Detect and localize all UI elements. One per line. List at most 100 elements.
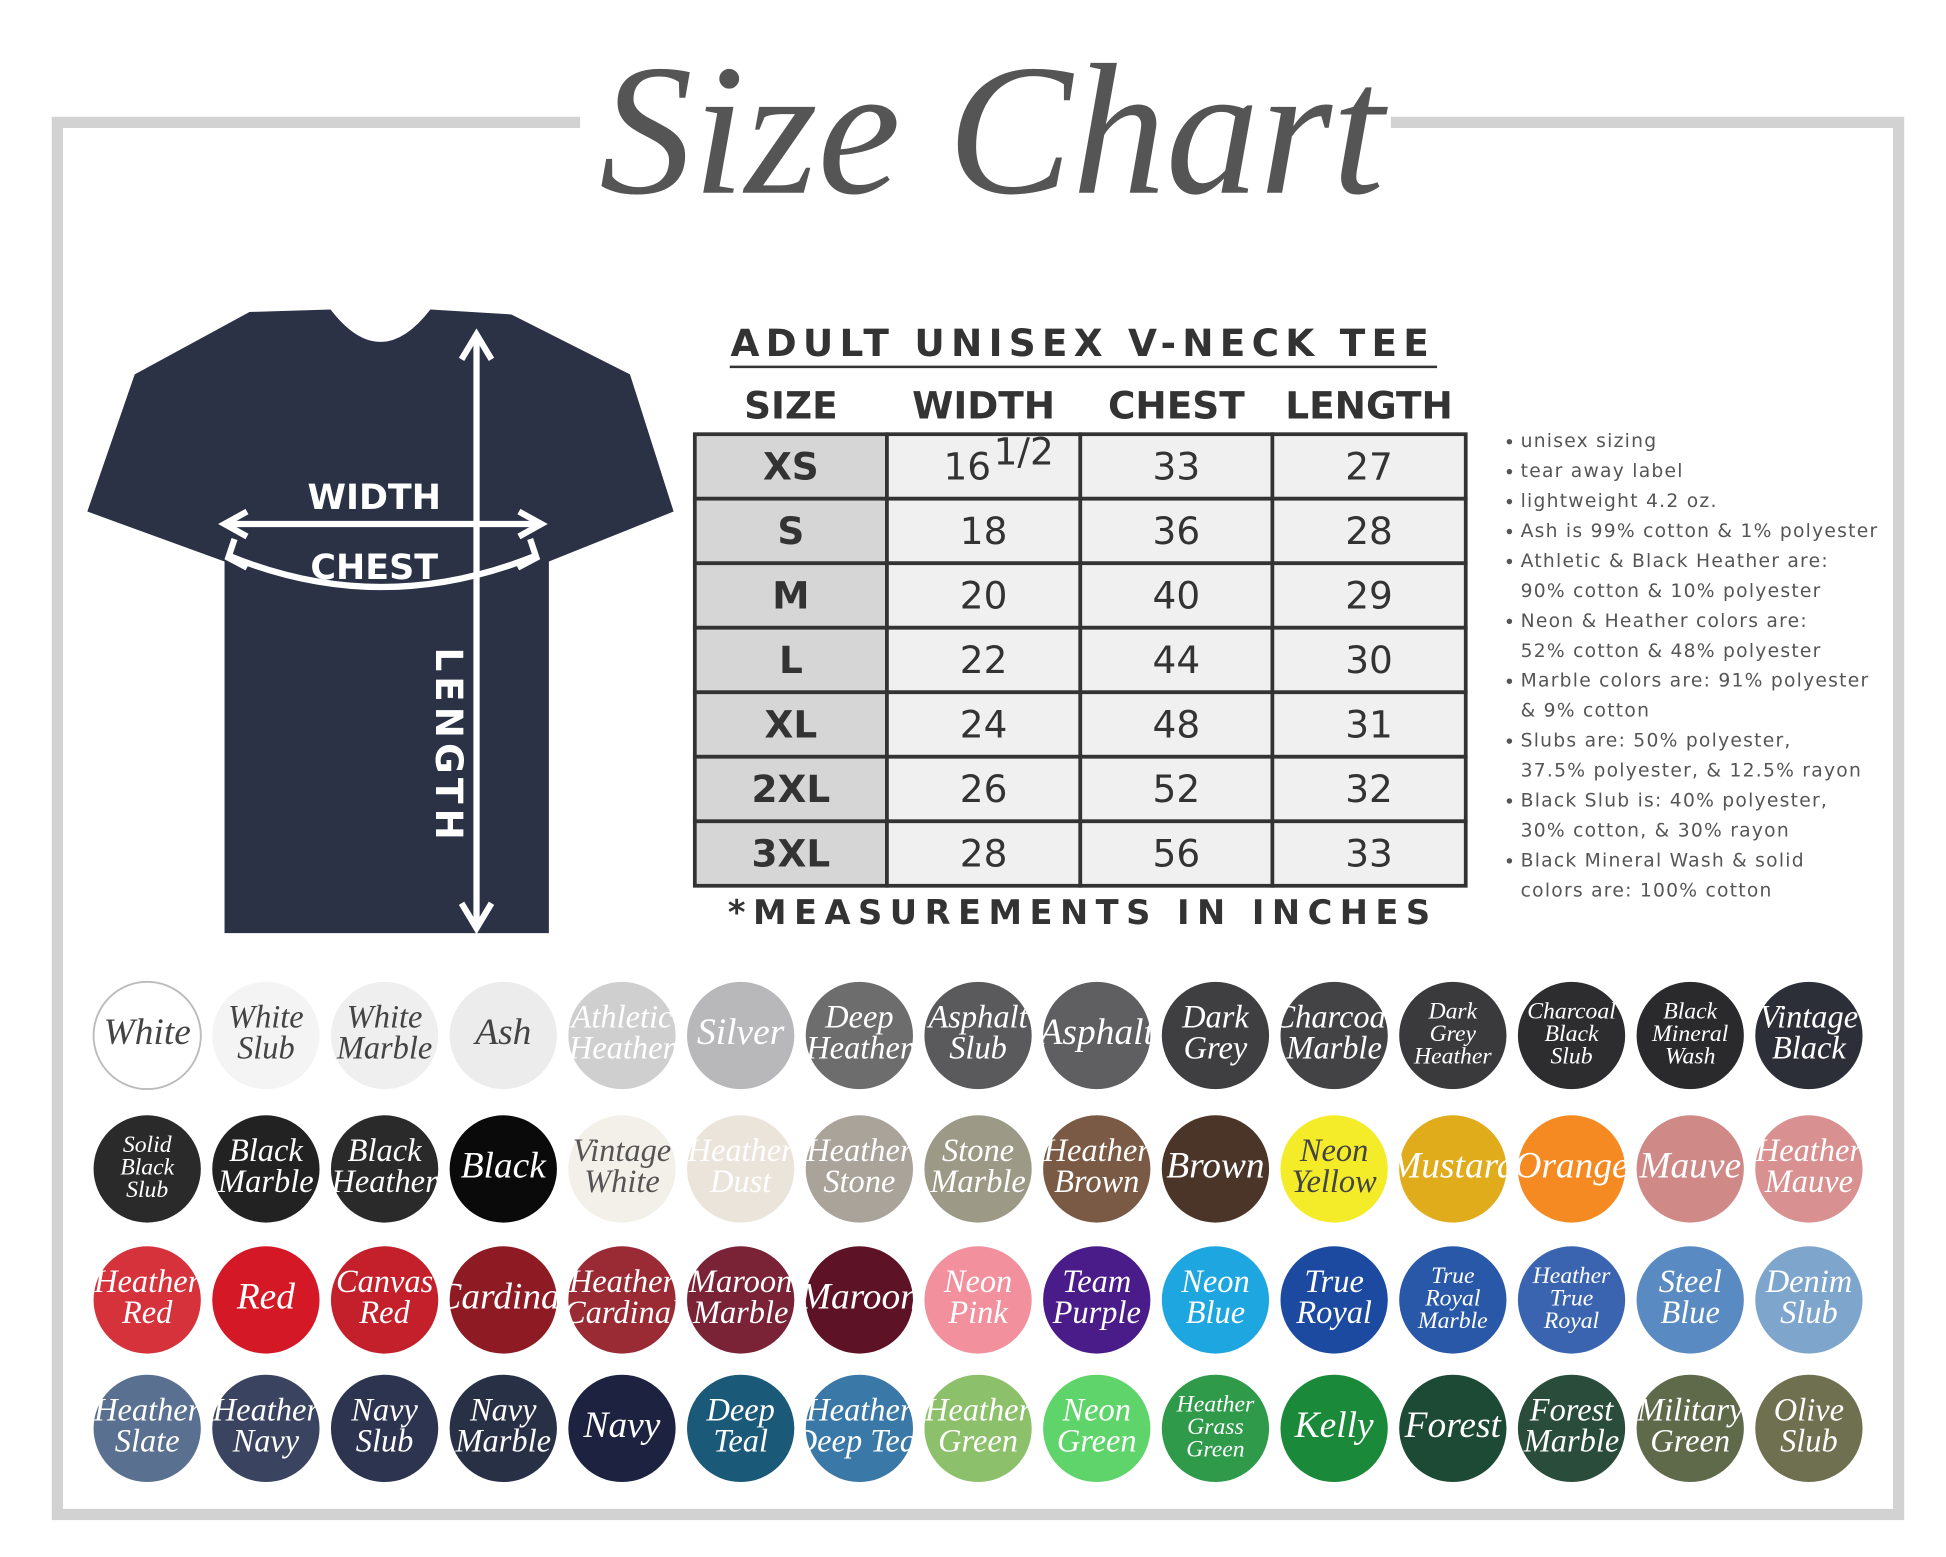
swatch-label: Heather bbox=[212, 1392, 320, 1428]
swatch bbox=[1043, 1246, 1151, 1354]
arrows bbox=[218, 328, 548, 935]
swatch-label: Grey bbox=[1430, 1021, 1477, 1047]
table-cell bbox=[1078, 561, 1275, 630]
table-cell bbox=[692, 754, 889, 824]
swatch-label: Marble bbox=[1417, 1308, 1488, 1334]
cell-value: 31 bbox=[1345, 702, 1393, 746]
swatch-label: Royal bbox=[1543, 1308, 1600, 1334]
swatch bbox=[449, 1115, 557, 1223]
swatch bbox=[1280, 981, 1388, 1090]
swatch bbox=[449, 1246, 557, 1354]
table-cell bbox=[1078, 625, 1275, 695]
swatch-label: Dark bbox=[1181, 1000, 1249, 1036]
swatch-label: Charcoal bbox=[1527, 998, 1616, 1024]
swatch-label: Red bbox=[121, 1295, 173, 1331]
swatch-label: Stone bbox=[823, 1164, 895, 1200]
length-label: LENGTH bbox=[427, 647, 471, 844]
bullet bbox=[1506, 498, 1513, 505]
frame bbox=[51, 116, 1905, 1521]
bullet bbox=[1506, 618, 1513, 625]
table-cell bbox=[885, 819, 1083, 888]
swatch-label: Blue bbox=[1661, 1295, 1720, 1331]
swatch bbox=[449, 1374, 557, 1483]
swatch-label: Stone bbox=[942, 1133, 1014, 1169]
swatch bbox=[212, 1246, 320, 1354]
bullet bbox=[1506, 798, 1513, 804]
swatch-label: Teal bbox=[713, 1423, 768, 1459]
swatch-label: Blue bbox=[1186, 1295, 1245, 1331]
swatch-label: Charcoal bbox=[1273, 1000, 1394, 1036]
swatch-label: Heather bbox=[687, 1133, 795, 1169]
cell-value: 16 bbox=[943, 444, 991, 488]
swatch-label: True bbox=[1550, 1285, 1593, 1311]
swatch-label: Yellow bbox=[1291, 1164, 1377, 1200]
swatch-label: Neon bbox=[1180, 1264, 1249, 1300]
swatch bbox=[1399, 981, 1507, 1090]
swatch bbox=[449, 981, 557, 1090]
table-cell bbox=[1078, 819, 1275, 888]
swatch bbox=[1755, 1374, 1863, 1483]
swatch bbox=[1161, 1374, 1270, 1483]
swatch bbox=[1636, 981, 1744, 1090]
swatch bbox=[1280, 1115, 1388, 1223]
swatch-label: Heather bbox=[924, 1392, 1032, 1428]
table-cell bbox=[692, 625, 889, 695]
swatch-label: Forest bbox=[1404, 1405, 1503, 1446]
swatch-label: Black bbox=[461, 1146, 548, 1187]
table-cell bbox=[885, 496, 1083, 566]
swatch-label: Maroon bbox=[688, 1264, 792, 1300]
swatch-label: Heather bbox=[805, 1133, 913, 1169]
width-label: WIDTH bbox=[307, 478, 441, 518]
swatch-label: Green bbox=[1650, 1423, 1730, 1459]
cell-value: 30 bbox=[1345, 638, 1393, 682]
swatch-label: Silver bbox=[697, 1012, 785, 1053]
swatch bbox=[1399, 1115, 1507, 1223]
swatch bbox=[1755, 1115, 1863, 1223]
swatch bbox=[330, 1115, 439, 1223]
swatch-label: Slub bbox=[949, 1030, 1007, 1066]
swatch-label: Mauve bbox=[1638, 1146, 1741, 1187]
table-cell bbox=[692, 496, 889, 566]
swatch-label: Ash bbox=[472, 1012, 531, 1053]
note-line: & 9% cotton bbox=[1521, 701, 1651, 722]
cell-value: 32 bbox=[1345, 767, 1393, 811]
swatch-label: Heather bbox=[330, 1164, 438, 1200]
swatch bbox=[330, 1374, 439, 1483]
swatch-label: Olive bbox=[1774, 1392, 1844, 1428]
swatch bbox=[1517, 1374, 1626, 1483]
bullet bbox=[1506, 858, 1513, 864]
swatch bbox=[330, 981, 439, 1090]
swatch-label: Heather bbox=[93, 1264, 201, 1300]
swatch bbox=[93, 1246, 201, 1354]
swatch bbox=[1043, 1115, 1151, 1223]
swatch bbox=[1517, 981, 1626, 1090]
table-cell bbox=[885, 432, 1083, 501]
size-label: M bbox=[772, 573, 809, 617]
swatch-label: White bbox=[584, 1164, 660, 1200]
swatch bbox=[687, 1374, 795, 1483]
table-cell bbox=[692, 690, 889, 759]
swatch-label: Royal bbox=[1295, 1295, 1372, 1331]
swatch-label: Heather bbox=[1532, 1263, 1611, 1289]
note-line: 52% cotton & 48% polyester bbox=[1521, 641, 1822, 662]
swatch bbox=[212, 1115, 320, 1223]
swatch bbox=[924, 1246, 1032, 1354]
swatch-label: White bbox=[228, 1000, 304, 1036]
swatch-label: Cardinal bbox=[436, 1277, 570, 1318]
swatch-label: Wash bbox=[1665, 1043, 1715, 1069]
size-label: 2XL bbox=[752, 767, 831, 811]
swatch-label: Kelly bbox=[1294, 1405, 1374, 1446]
swatch bbox=[805, 1246, 913, 1354]
size-label: XL bbox=[765, 702, 818, 746]
cell-value: 27 bbox=[1345, 444, 1393, 488]
swatch bbox=[1755, 981, 1863, 1090]
note-line: Marble colors are: 91% polyester bbox=[1521, 671, 1870, 692]
swatch-label: Royal bbox=[1424, 1285, 1481, 1311]
swatch-label: Red bbox=[358, 1295, 410, 1331]
table-cell bbox=[1270, 561, 1468, 630]
table-cell bbox=[1270, 819, 1468, 888]
swatch-label: Red bbox=[236, 1277, 295, 1318]
swatch bbox=[687, 1246, 795, 1354]
swatch-label: Cardinal bbox=[564, 1295, 680, 1331]
note-line: Neon & Heather colors are: bbox=[1521, 611, 1808, 632]
